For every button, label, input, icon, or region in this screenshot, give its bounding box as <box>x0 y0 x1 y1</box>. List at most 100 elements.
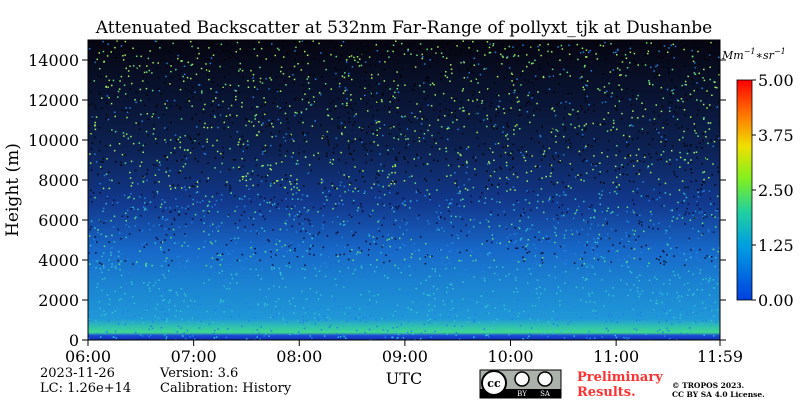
speckle <box>492 290 494 292</box>
speckle <box>408 119 410 121</box>
speckle <box>252 330 254 332</box>
speckle <box>622 336 625 339</box>
speckle <box>136 67 138 70</box>
speckle <box>591 292 593 294</box>
speckle <box>711 309 713 312</box>
speckle <box>440 52 443 54</box>
speckle <box>671 209 673 212</box>
speckle <box>708 190 711 192</box>
speckle <box>352 201 355 204</box>
speckle <box>94 236 97 238</box>
speckle <box>417 217 419 220</box>
speckle <box>239 62 241 65</box>
speckle <box>528 268 531 270</box>
speckle <box>250 121 253 123</box>
speckle <box>655 128 658 130</box>
speckle <box>710 319 713 322</box>
speckle <box>169 185 171 187</box>
speckle <box>526 337 529 339</box>
speckle <box>383 124 386 126</box>
speckle <box>551 107 554 109</box>
speckle <box>611 314 613 317</box>
speckle <box>414 338 416 340</box>
speckle <box>425 118 428 121</box>
speckle <box>264 304 266 307</box>
speckle <box>488 51 491 54</box>
speckle <box>213 337 216 339</box>
speckle <box>609 270 611 272</box>
speckle <box>702 103 705 106</box>
speckle <box>675 113 678 115</box>
speckle <box>265 126 267 128</box>
speckle <box>404 244 406 247</box>
speckle <box>643 161 645 163</box>
speckle <box>586 56 588 58</box>
speckle <box>581 107 583 110</box>
speckle <box>476 50 479 52</box>
speckle <box>168 268 170 270</box>
speckle <box>235 297 238 299</box>
speckle <box>652 310 654 312</box>
speckle <box>261 267 263 270</box>
speckle <box>195 73 198 76</box>
speckle <box>113 241 116 243</box>
speckle <box>123 42 126 44</box>
speckle <box>219 65 221 68</box>
speckle <box>664 280 667 282</box>
speckle <box>213 51 216 54</box>
speckle <box>665 312 668 315</box>
speckle <box>187 305 189 308</box>
speckle <box>201 171 203 174</box>
speckle <box>94 227 96 229</box>
speckle <box>354 59 356 62</box>
speckle <box>259 259 261 262</box>
speckle <box>512 84 515 86</box>
speckle <box>206 138 208 141</box>
speckle <box>581 136 584 138</box>
speckle <box>700 188 702 190</box>
speckle <box>697 50 699 53</box>
speckle <box>549 175 552 177</box>
speckle <box>257 174 259 177</box>
speckle <box>339 336 342 338</box>
speckle <box>321 75 323 78</box>
speckle <box>99 141 101 143</box>
speckle <box>681 180 684 182</box>
speckle <box>485 186 488 188</box>
speckle <box>715 138 717 141</box>
speckle <box>613 122 615 124</box>
speckle <box>643 154 646 156</box>
speckle <box>238 141 240 143</box>
speckle <box>439 103 441 105</box>
speckle <box>243 195 246 198</box>
speckle <box>541 126 543 128</box>
speckle <box>210 104 213 106</box>
speckle <box>468 231 470 233</box>
speckle <box>416 311 418 314</box>
speckle <box>707 91 709 94</box>
speckle <box>539 165 541 168</box>
speckle <box>657 56 659 58</box>
speckle <box>115 267 117 270</box>
speckle <box>154 315 156 318</box>
speckle <box>345 61 348 63</box>
speckle <box>359 86 362 88</box>
speckle <box>444 108 447 110</box>
speckle <box>673 255 675 257</box>
speckle <box>183 332 185 334</box>
speckle <box>280 70 282 73</box>
speckle <box>547 335 549 338</box>
speckle <box>569 320 572 323</box>
speckle <box>635 319 638 322</box>
speckle <box>683 192 685 195</box>
speckle <box>269 77 271 79</box>
speckle <box>132 295 134 298</box>
speckle <box>547 50 549 53</box>
speckle <box>662 326 664 328</box>
speckle <box>467 309 469 312</box>
speckle <box>474 168 476 170</box>
speckle <box>503 112 506 114</box>
speckle <box>123 84 126 86</box>
speckle <box>428 76 430 79</box>
speckle <box>450 215 453 217</box>
